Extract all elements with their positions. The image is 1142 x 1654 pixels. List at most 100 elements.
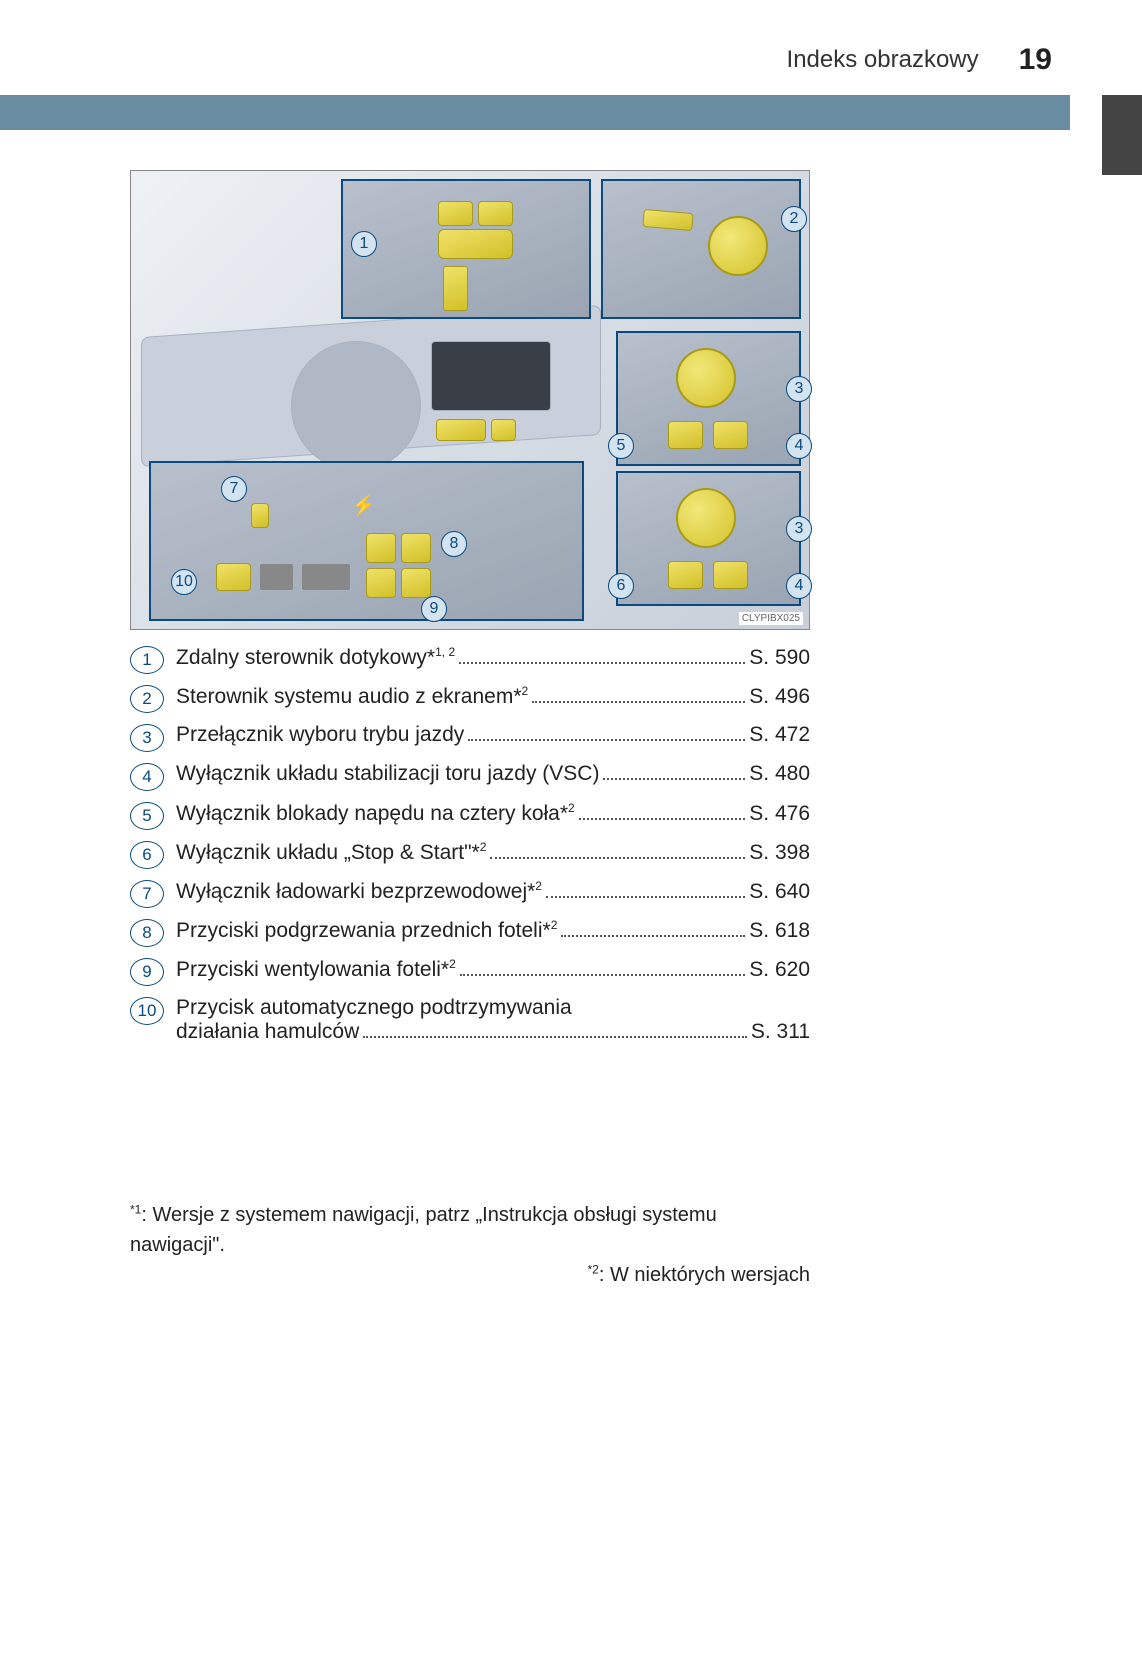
leader-dots [490, 857, 745, 859]
legend-number: 1 [130, 646, 164, 674]
legend-body: Przycisk automatycznego podtrzymywaniadz… [176, 996, 810, 1044]
legend-body: Przyciski wentylowania foteli*2 S. 620 [176, 957, 810, 982]
legend-number: 9 [130, 958, 164, 986]
legend-row-4: 4Wyłącznik układu stabilizacji toru jazd… [130, 762, 810, 791]
legend-number: 10 [130, 997, 164, 1025]
legend-body: Przełącznik wyboru trybu jazdy S. 472 [176, 723, 810, 747]
footnote-1: *1: Wersje z systemem nawigacji, patrz „… [130, 1200, 810, 1260]
legend-page-ref: S. 480 [749, 762, 810, 786]
callout-10: 10 [171, 569, 197, 595]
callout-9: 9 [421, 596, 447, 622]
mode-btn-shape [668, 421, 703, 449]
footnotes: *1: Wersje z systemem nawigacji, patrz „… [130, 1200, 810, 1290]
legend-row-7: 7 Wyłącznik ładowarki bezprzewodowej*2S. … [130, 879, 810, 908]
epb-btn-shape [259, 563, 294, 591]
legend-label: Przyciski podgrzewania przednich foteli*… [176, 918, 557, 943]
vent-btn-shape [366, 568, 396, 598]
leader-dots [460, 974, 745, 976]
legend-row-1: 1Zdalny sterownik dotykowy*1, 2S. 590 [130, 645, 810, 674]
audio-knob-shape [708, 216, 768, 276]
legend-row-2: 2 Sterownik systemu audio z ekranem*2 S. 4… [130, 684, 810, 713]
legend-list: 1Zdalny sterownik dotykowy*1, 2S. 5902St… [130, 645, 810, 1054]
leader-dots [532, 701, 745, 703]
inset-touchpad [341, 179, 591, 319]
footnote-2: *2: W niektórych wersjach [130, 1260, 810, 1290]
legend-number: 3 [130, 724, 164, 752]
qi-icon: ⚡ [351, 493, 376, 518]
legend-label-cont: działania hamulców [176, 1020, 359, 1044]
page-number: 19 [1019, 43, 1052, 77]
legend-label: Sterownik systemu audio z ekranem*2 [176, 684, 528, 709]
legend-page-ref: S. 311 [751, 1020, 810, 1044]
legend-page-ref: S. 640 [749, 880, 810, 904]
legend-number: 5 [130, 802, 164, 830]
callout-3: 3 [786, 376, 812, 402]
legend-page-ref: S. 618 [749, 919, 810, 943]
callout-5: 5 [608, 433, 634, 459]
leader-dots [579, 818, 746, 820]
steering-wheel-shape [291, 341, 421, 471]
inset-audio-knob [601, 179, 801, 319]
legend-number: 2 [130, 685, 164, 713]
callout-1: 1 [351, 231, 377, 257]
slider-shape [443, 266, 468, 311]
leader-dots [363, 1036, 747, 1038]
heat-btn-shape [401, 533, 431, 563]
leader-dots [468, 739, 745, 741]
legend-label: Wyłącznik blokady napędu na cztery koła*… [176, 801, 575, 826]
side-tab [1102, 95, 1142, 175]
callout-3: 3 [786, 516, 812, 542]
legend-body: Wyłącznik blokady napędu na cztery koła*… [176, 801, 810, 826]
page-header: Indeks obrazkowy 19 [0, 40, 1142, 80]
legend-label: Wyłącznik układu stabilizacji toru jazdy… [176, 762, 599, 786]
legend-label: Przełącznik wyboru trybu jazdy [176, 723, 464, 747]
inset-drive-mode-a [616, 331, 801, 466]
legend-body: Sterownik systemu audio z ekranem*2 S. 49… [176, 684, 810, 709]
touch-btn-shape [478, 201, 513, 226]
legend-row-9: 9 Przyciski wentylowania foteli*2 S. 620 [130, 957, 810, 986]
charger-btn-shape [251, 503, 269, 528]
console-btn-shape [491, 419, 516, 441]
vent-btn-shape [401, 568, 431, 598]
legend-page-ref: S. 496 [749, 685, 810, 709]
inset-lower-console: ⚡ [149, 461, 584, 621]
legend-body: Wyłącznik układu „Stop & Start"*2 S. 398 [176, 840, 810, 865]
hold-btn-shape [216, 563, 251, 591]
mode-btn-shape [668, 561, 703, 589]
audio-btn-shape [642, 209, 693, 231]
mode-btn-shape [713, 561, 748, 589]
callout-4: 4 [786, 573, 812, 599]
legend-label: Zdalny sterownik dotykowy*1, 2 [176, 645, 455, 670]
legend-row-10: 10 Przycisk automatycznego podtrzymywania… [130, 996, 810, 1044]
heat-btn-shape [366, 533, 396, 563]
legend-label: Wyłącznik układu „Stop & Start"*2 [176, 840, 486, 865]
leader-dots [561, 935, 745, 937]
callout-8: 8 [441, 531, 467, 557]
drive-knob-shape [676, 488, 736, 548]
leader-dots [603, 778, 745, 780]
section-title: Indeks obrazkowy [787, 46, 979, 74]
touch-btn-shape [438, 201, 473, 226]
leader-dots [459, 662, 745, 664]
header-color-bar [0, 95, 1070, 130]
center-screen-shape [431, 341, 551, 411]
mode-btn-shape [713, 421, 748, 449]
legend-row-8: 8Przyciski podgrzewania przednich foteli… [130, 918, 810, 947]
callout-6: 6 [608, 573, 634, 599]
legend-row-6: 6 Wyłącznik układu „Stop & Start"*2 S. 398 [130, 840, 810, 869]
legend-page-ref: S. 398 [749, 841, 810, 865]
legend-label: Przyciski wentylowania foteli*2 [176, 957, 456, 982]
legend-page-ref: S. 472 [749, 723, 810, 747]
legend-body: Wyłącznik układu stabilizacji toru jazdy… [176, 762, 810, 786]
legend-number: 7 [130, 880, 164, 908]
legend-page-ref: S. 620 [749, 958, 810, 982]
legend-page-ref: S. 476 [749, 802, 810, 826]
console-diagram: ⚡ 1233445678910 CLYPIBX025 [130, 170, 810, 630]
console-btn-shape [436, 419, 486, 441]
callout-2: 2 [781, 206, 807, 232]
drive-knob-shape [676, 348, 736, 408]
legend-number: 6 [130, 841, 164, 869]
legend-body: Przyciski podgrzewania przednich foteli*… [176, 918, 810, 943]
callout-4: 4 [786, 433, 812, 459]
legend-body: Wyłącznik ładowarki bezprzewodowej*2S. 6… [176, 879, 810, 904]
